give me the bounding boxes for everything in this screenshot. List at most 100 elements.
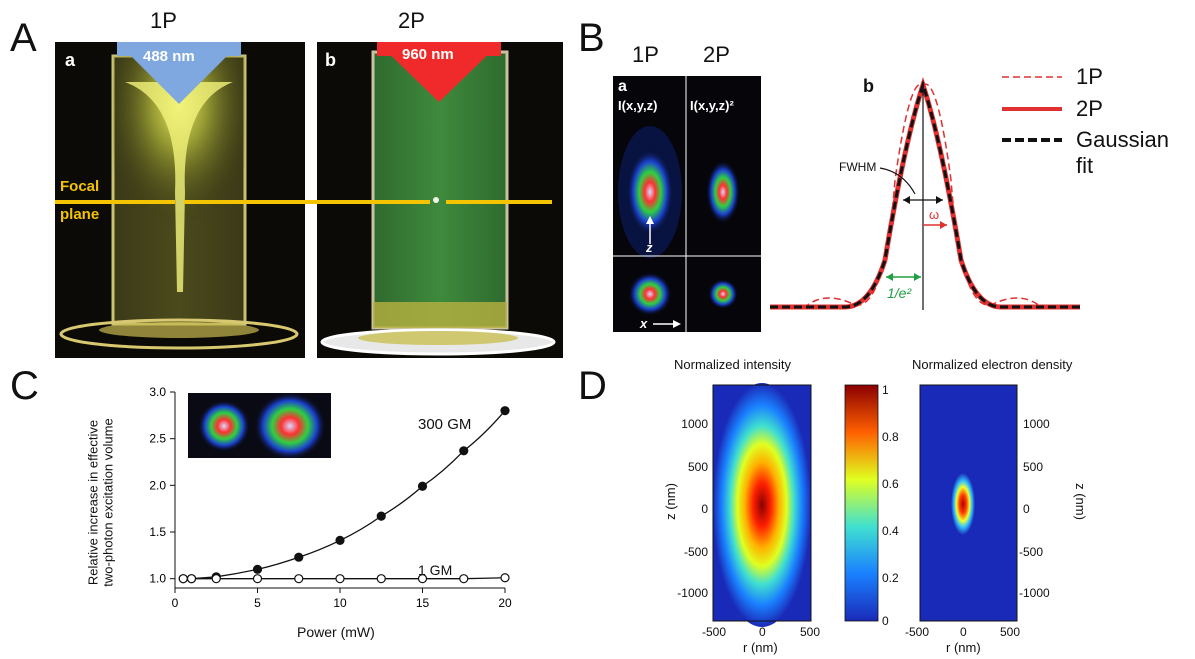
fwhm-label: FWHM [839,160,877,174]
y-tick-label: 1.0 [149,572,166,586]
density-heatmap-spot [951,473,975,535]
right-ytick-500: 500 [1023,460,1044,474]
x-tick-label: 20 [498,596,512,610]
focal-plane-label-2: plane [60,206,100,223]
left-ytick-500: 500 [687,460,708,474]
panel-d-plots [712,383,1018,627]
y-tick-label: 1.5 [149,525,166,539]
beam-2p-label: 960 nm [402,46,454,63]
data-point [417,481,428,491]
axis-x-label: x [640,316,648,331]
label-1gm: 1 GM [418,562,453,578]
beam-2p-arrow-top [377,42,501,56]
chart-c: 0 5 10 15 20 1.0 1.5 2.0 2.5 3.0 [149,385,512,610]
focal-plane-line-left [55,200,175,204]
x-tick-label: 15 [416,596,430,610]
data-point [252,574,263,584]
chart-c-xlabel: Power (mW) [297,624,375,640]
y-tick-label: 2.5 [149,432,166,446]
panel-b-sub-b: b [863,76,874,96]
beam-1p-label: 488 nm [143,48,195,65]
right-ylabel: z (nm) [1072,483,1088,520]
left-ytick-m1000: -1000 [677,586,708,600]
focal-plane-line-mid [184,200,430,204]
intensity-heatmap-spot [713,383,811,627]
data-point [459,574,469,584]
panel-b-sub-a: a [618,78,627,95]
left-xlabel: r (nm) [743,640,778,655]
data-point [294,574,304,584]
beam-1p-arrow-top [117,42,241,56]
panel-b-header-2p: 2P [703,42,730,67]
left-ytick-m500: -500 [683,545,708,559]
legend-2p: 2P [1076,96,1103,121]
data-point [417,574,428,584]
axis-z-label: z [646,240,653,255]
data-point [500,573,510,583]
right-xtick-m500: -500 [905,625,930,639]
legend-gaussian-fit: Gaussian fit [1076,127,1169,178]
omega-label: ω [929,207,940,222]
left-ylabel: z (nm) [662,483,678,520]
fwhm-pointer [879,167,916,195]
right-ytick-m1000: -1000 [1019,586,1050,600]
panel-letter-c: C [10,364,39,408]
right-xtick-0: 0 [960,625,967,639]
psf-profile-plot [770,76,1080,310]
series-line-0 [183,410,506,580]
left-xtick-0: 0 [759,625,766,639]
cbar-tick-0.8: 0.8 [882,430,899,444]
left-xtick-m500: -500 [702,625,727,639]
right-ytick-m500: -500 [1019,545,1044,559]
chart-c-inset [188,392,331,460]
panel-letter-b: B [578,16,605,60]
y-tick-label: 3.0 [149,385,166,399]
focal-plane-label-1: Focal [60,178,100,195]
label-300gm: 300 GM [418,416,472,433]
right-xtick-500: 500 [1000,625,1021,639]
legend-b: 1P 2P Gaussian fit [1000,64,1190,178]
cbar-tick-0.4: 0.4 [882,524,899,538]
left-xtick-500: 500 [800,625,821,639]
legend-1p: 1P [1076,64,1103,89]
x-tick-label: 10 [333,596,347,610]
panel-d-title-left: Normalized intensity [674,357,792,372]
right-xlabel: r (nm) [946,640,981,655]
data-point [294,552,304,562]
chart-c-ylabel-2: two-photon excitation volume [100,418,116,587]
x-tick-label: 5 [254,596,261,610]
x-tick-label: 0 [172,596,179,610]
inset-spot-large [254,392,326,460]
y-tick-label: 2.0 [149,478,166,492]
panel-a-header-2p: 2P [398,8,425,33]
photo-b-label: b [325,50,336,70]
panel-d-title-right: Normalized electron density [912,357,1073,372]
data-point [211,574,221,584]
intensity-1p-label: I(x,y,z) [618,98,658,113]
photo-a-label: a [65,50,76,70]
series-line-1 [183,577,506,580]
data-point [376,574,386,584]
panel-letter-d: D [578,364,607,408]
colorbar [844,384,879,622]
panel-a-header-1p: 1P [150,8,177,33]
panel-b-header-1p: 1P [632,42,659,67]
right-ytick-0: 0 [1023,502,1030,516]
data-point [252,564,263,574]
data-point [500,406,510,416]
cbar-tick-0.6: 0.6 [882,477,899,491]
left-ytick-1000: 1000 [681,417,708,431]
focal-plane-line-right [446,200,552,204]
e2-label: 1/e² [887,285,912,301]
right-ytick-1000: 1000 [1023,417,1050,431]
left-ytick-0: 0 [701,502,708,516]
cbar-tick-1: 1 [882,383,889,397]
panel-letter-a: A [10,16,37,60]
data-point [459,446,469,456]
inset-spot-small [198,400,250,452]
data-point [186,574,197,584]
data-point [178,574,188,584]
psf-image-grid: a I(x,y,z) I(x,y,z)² z x [613,76,761,332]
data-point [335,574,345,584]
psf-heatmaps [613,76,761,332]
